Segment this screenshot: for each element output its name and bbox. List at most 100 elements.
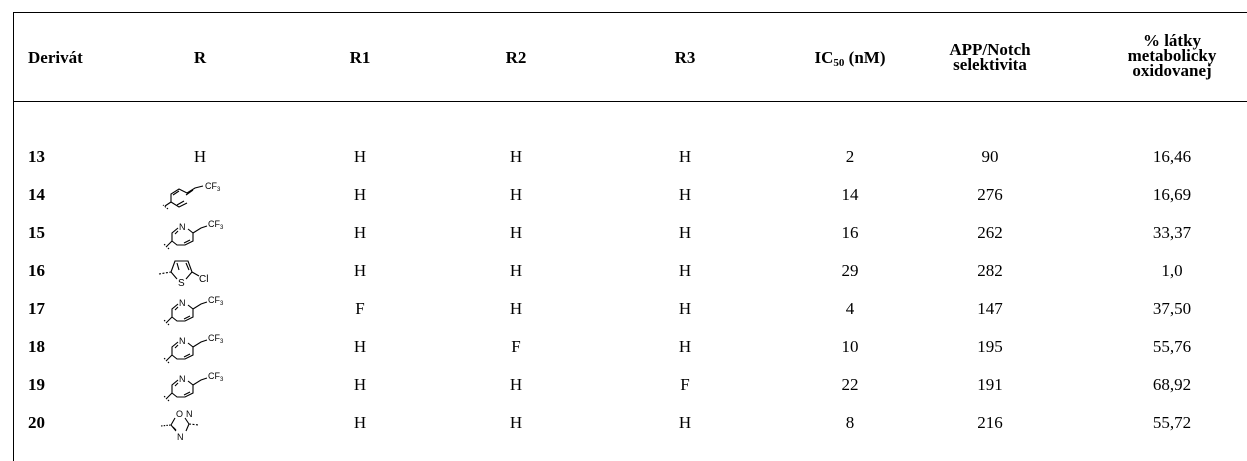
header-selectivity-line2: selektivita bbox=[953, 55, 1027, 74]
n-label: N bbox=[179, 298, 186, 308]
cf3-label: CF3 bbox=[208, 219, 224, 231]
structure-chlorothiophene: S Cl bbox=[155, 252, 245, 290]
n-label: N bbox=[179, 336, 186, 346]
cell-selectivity: 90 bbox=[981, 147, 999, 166]
cell-selectivity: 276 bbox=[977, 185, 1003, 204]
cell-ic50: 2 bbox=[845, 147, 855, 166]
structure-oxadiazole: O N N bbox=[155, 404, 245, 442]
cell-r1: H bbox=[353, 261, 367, 280]
cell-r3: H bbox=[678, 185, 692, 204]
header-selectivity: APP/Notch selektivita bbox=[930, 40, 1050, 74]
cell-oxidized: 68,92 bbox=[1152, 375, 1192, 394]
n-label: N bbox=[186, 409, 193, 419]
cell-oxidized: 1,0 bbox=[1161, 261, 1183, 280]
pyridyl-cf3-structure-icon: N CF3 bbox=[163, 219, 224, 250]
table-row: 18 N CF3 H F H 10 195 55,76 bbox=[0, 328, 1247, 366]
cell-ic50: 16 bbox=[841, 223, 859, 242]
pyridyl-cf3-structure-icon: N CF3 bbox=[163, 295, 224, 326]
table-row: 13 H H H H 2 90 16,46 bbox=[0, 138, 1247, 176]
cell-selectivity: 282 bbox=[977, 261, 1003, 280]
cell-r2: H bbox=[509, 375, 523, 394]
cell-r1: H bbox=[353, 375, 367, 394]
cell-ic50: 10 bbox=[841, 337, 859, 356]
cf3-label: CF3 bbox=[208, 295, 224, 307]
cell-r2: F bbox=[511, 337, 521, 356]
cell-selectivity: 195 bbox=[977, 337, 1003, 356]
cell-r2: H bbox=[509, 413, 523, 432]
table-row: 15 N CF3 H H H 16 262 33,37 bbox=[0, 214, 1247, 252]
cell-r2: H bbox=[509, 147, 523, 166]
table-row: 16 S Cl H H H 29 282 1,0 bbox=[0, 252, 1247, 290]
row-id: 19 bbox=[28, 375, 45, 394]
cell-oxidized: 55,72 bbox=[1152, 413, 1192, 432]
cf3-label: CF3 bbox=[205, 181, 221, 193]
n-label: N bbox=[179, 374, 186, 384]
row-id: 16 bbox=[28, 261, 45, 280]
cell-r1: H bbox=[353, 147, 367, 166]
table-row: 14 CF3 H H H 14 276 16,69 bbox=[0, 176, 1247, 214]
row-id: 20 bbox=[28, 413, 45, 432]
header-r: R bbox=[193, 48, 207, 67]
header-oxidized: % látky metabolicky oxidovanej bbox=[1107, 31, 1237, 79]
cell-ic50: 14 bbox=[841, 185, 859, 204]
cl-label: Cl bbox=[199, 274, 208, 285]
cell-r3: H bbox=[678, 299, 692, 318]
header-r2: R2 bbox=[505, 48, 527, 67]
cell-r1: H bbox=[353, 337, 367, 356]
o-label: O bbox=[176, 409, 183, 419]
cf3-label: CF3 bbox=[208, 333, 224, 345]
pyridyl-cf3-structure-icon: N CF3 bbox=[163, 333, 224, 364]
cell-oxidized: 16,69 bbox=[1152, 185, 1192, 204]
cell-r3: H bbox=[678, 147, 692, 166]
cell-r3: H bbox=[678, 223, 692, 242]
oxadiazole-structure-icon: O N N bbox=[160, 409, 200, 442]
cell-oxidized: 55,76 bbox=[1152, 337, 1192, 356]
table-row: 19 N CF3 H H F 22 191 68,92 bbox=[0, 366, 1247, 404]
cell-ic50: 29 bbox=[841, 261, 859, 280]
row-id: 14 bbox=[28, 185, 45, 204]
cell-r: H bbox=[193, 147, 207, 166]
s-label: S bbox=[178, 278, 185, 289]
row-id: 15 bbox=[28, 223, 45, 242]
cell-ic50: 4 bbox=[845, 299, 855, 318]
cell-r2: H bbox=[509, 261, 523, 280]
header-selectivity-line1: APP/Notch bbox=[949, 40, 1031, 59]
header-ic50-unit: (nM) bbox=[844, 48, 886, 67]
table-top-rule bbox=[13, 12, 1247, 13]
cell-r2: H bbox=[509, 223, 523, 242]
n-label: N bbox=[177, 432, 184, 442]
structure-pyridyl-cf3: N CF3 bbox=[155, 366, 245, 404]
cell-r3: H bbox=[678, 413, 692, 432]
row-id: 13 bbox=[28, 147, 45, 166]
structure-pyridyl-cf3: N CF3 bbox=[155, 290, 245, 328]
cell-selectivity: 216 bbox=[977, 413, 1003, 432]
structure-phenyl-cf3: CF3 bbox=[155, 176, 245, 214]
header-ic50-sub: 50 bbox=[833, 57, 845, 69]
row-id: 17 bbox=[28, 299, 45, 318]
cell-r3: H bbox=[678, 337, 692, 356]
table-header-rule bbox=[13, 101, 1247, 102]
header-oxidized-line2: metabolicky bbox=[1127, 46, 1217, 65]
cell-oxidized: 16,46 bbox=[1152, 147, 1192, 166]
cell-r3: F bbox=[680, 375, 690, 394]
header-r1: R1 bbox=[349, 48, 371, 67]
row-id: 18 bbox=[28, 337, 45, 356]
cell-r3: H bbox=[678, 261, 692, 280]
header-ic50-main: IC bbox=[814, 48, 834, 67]
cell-ic50: 22 bbox=[841, 375, 859, 394]
cell-selectivity: 147 bbox=[977, 299, 1003, 318]
cell-oxidized: 33,37 bbox=[1152, 223, 1192, 242]
table-left-rule bbox=[13, 12, 14, 461]
table-row: 20 O N N H H H 8 216 55,72 bbox=[0, 404, 1247, 442]
cell-selectivity: 262 bbox=[977, 223, 1003, 242]
cell-r1: H bbox=[353, 413, 367, 432]
cf3-label: CF3 bbox=[208, 371, 224, 383]
n-label: N bbox=[179, 222, 186, 232]
header-ic50: IC50 (nM) bbox=[790, 48, 910, 69]
cell-ic50: 8 bbox=[845, 413, 855, 432]
cell-oxidized: 37,50 bbox=[1152, 299, 1192, 318]
pyridyl-cf3-structure-icon: N CF3 bbox=[163, 371, 224, 402]
header-derivat: Derivát bbox=[28, 48, 83, 67]
header-oxidized-line1: % látky bbox=[1142, 31, 1202, 50]
